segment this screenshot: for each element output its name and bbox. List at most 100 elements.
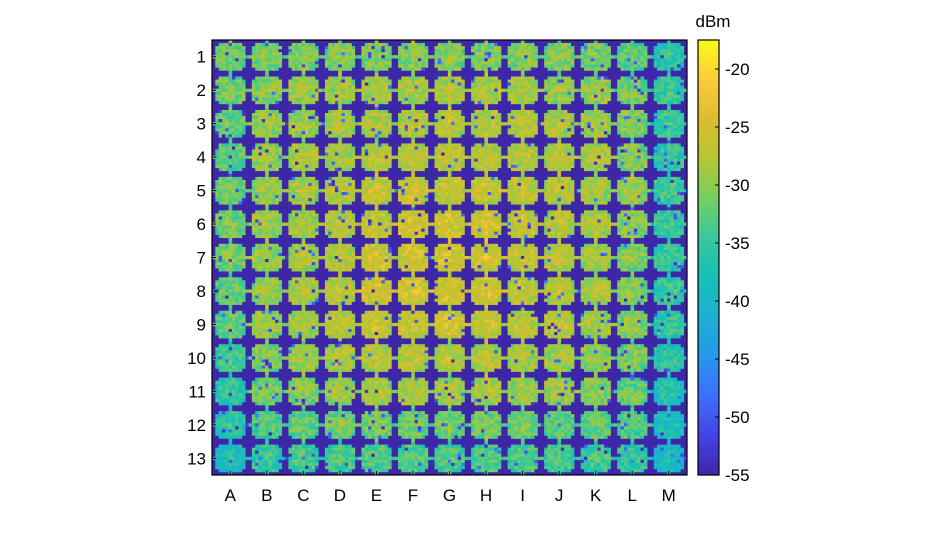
- heatmap-pixel: [663, 46, 668, 50]
- heatmap-pixel: [381, 46, 386, 50]
- heatmap-pixel: [225, 131, 229, 135]
- heatmap-pixel: [544, 82, 548, 86]
- heatmap-pixel: [265, 155, 269, 159]
- heatmap-pixel: [584, 149, 588, 153]
- heatmap-pixel: [590, 119, 595, 123]
- heatmap-pixel: [663, 88, 668, 93]
- heatmap-pixel: [617, 61, 621, 65]
- heatmap-pixel: [231, 61, 236, 65]
- heatmap-pixel: [261, 85, 266, 89]
- heatmap-pixel: [530, 164, 535, 169]
- heatmap-pixel: [215, 146, 219, 150]
- heatmap-pixel: [600, 46, 605, 50]
- heatmap-pixel: [328, 91, 332, 96]
- heatmap-pixel: [301, 167, 306, 172]
- heatmap-pixel: [623, 67, 628, 71]
- heatmap-pixel: [550, 82, 555, 86]
- heatmap-pixel: [407, 131, 412, 135]
- heatmap-pixel: [617, 125, 621, 129]
- heatmap-pixel: [378, 116, 382, 120]
- heatmap-pixel: [447, 143, 452, 147]
- heatmap-pixel: [354, 55, 359, 59]
- heatmap-pixel: [417, 164, 422, 169]
- heatmap-pixel: [603, 146, 608, 150]
- heatmap-pixel: [305, 192, 309, 196]
- heatmap-pixel: [677, 161, 681, 166]
- heatmap-pixel: [421, 155, 425, 159]
- heatmap-pixel: [547, 158, 552, 162]
- heatmap-pixel: [451, 125, 455, 129]
- heatmap-pixel: [560, 100, 565, 105]
- heatmap-pixel: [520, 94, 525, 99]
- heatmap-pixel: [344, 189, 349, 193]
- heatmap-pixel: [623, 109, 628, 114]
- heatmap-pixel: [630, 152, 635, 156]
- heatmap-pixel: [434, 189, 439, 193]
- heatmap-pixel: [361, 128, 366, 132]
- heatmap-pixel: [630, 97, 635, 102]
- heatmap-pixel: [305, 61, 309, 65]
- heatmap-pixel: [221, 179, 226, 184]
- heatmap-pixel: [593, 70, 598, 74]
- heatmap-pixel: [597, 67, 601, 71]
- heatmap-pixel: [295, 119, 299, 123]
- heatmap-pixel: [228, 67, 233, 71]
- heatmap-pixel: [520, 106, 525, 111]
- heatmap-pixel: [557, 73, 562, 77]
- heatmap-pixel: [637, 91, 641, 96]
- heatmap-pixel: [295, 94, 299, 99]
- heatmap-pixel: [507, 164, 512, 169]
- heatmap-pixel: [643, 88, 648, 93]
- heatmap-pixel: [657, 149, 661, 153]
- heatmap-pixel: [570, 122, 575, 126]
- heatmap-pixel: [218, 143, 223, 147]
- heatmap-pixel: [384, 146, 389, 150]
- heatmap-pixel: [547, 88, 552, 93]
- heatmap-pixel: [381, 131, 386, 135]
- heatmap-pixel: [295, 149, 299, 153]
- heatmap-pixel: [431, 55, 435, 59]
- heatmap-pixel: [301, 158, 306, 162]
- heatmap-pixel: [527, 55, 532, 59]
- heatmap-pixel: [391, 122, 395, 126]
- heatmap-pixel: [517, 94, 522, 99]
- heatmap-pixel: [457, 82, 462, 86]
- heatmap-pixel: [411, 167, 415, 172]
- heatmap-pixel: [238, 198, 243, 202]
- heatmap-pixel: [331, 113, 336, 117]
- heatmap-pixel: [218, 58, 223, 62]
- heatmap-pixel: [484, 164, 488, 169]
- heatmap-pixel: [364, 198, 369, 202]
- heatmap-pixel: [447, 76, 452, 80]
- heatmap-pixel: [268, 116, 273, 120]
- heatmap-pixel: [424, 94, 429, 99]
- heatmap-pixel: [517, 100, 522, 105]
- heatmap-pixel: [221, 155, 226, 159]
- heatmap-pixel: [411, 173, 415, 178]
- heatmap-pixel: [434, 85, 439, 89]
- heatmap-pixel: [600, 128, 605, 132]
- heatmap-pixel: [643, 94, 648, 99]
- heatmap-pixel: [620, 79, 625, 83]
- heatmap-pixel: [328, 55, 332, 59]
- heatmap-pixel: [305, 134, 309, 138]
- heatmap-pixel: [215, 97, 219, 102]
- heatmap-pixel: [308, 125, 312, 129]
- heatmap-pixel: [627, 152, 631, 156]
- heatmap-pixel: [258, 94, 263, 99]
- heatmap-pixel: [623, 46, 628, 50]
- heatmap-pixel: [334, 46, 339, 50]
- heatmap-pixel: [261, 82, 266, 86]
- heatmap-pixel: [434, 179, 439, 184]
- heatmap-pixel: [670, 113, 675, 117]
- heatmap-pixel: [600, 113, 605, 117]
- heatmap-pixel: [630, 88, 635, 93]
- heatmap-pixel: [291, 88, 296, 93]
- heatmap-pixel: [314, 46, 319, 50]
- heatmap-pixel: [487, 164, 492, 169]
- heatmap-pixel: [507, 94, 512, 99]
- heatmap-pixel: [295, 76, 299, 80]
- heatmap-pixel: [584, 161, 588, 166]
- heatmap-pixel: [344, 143, 349, 147]
- heatmap-pixel: [434, 164, 439, 169]
